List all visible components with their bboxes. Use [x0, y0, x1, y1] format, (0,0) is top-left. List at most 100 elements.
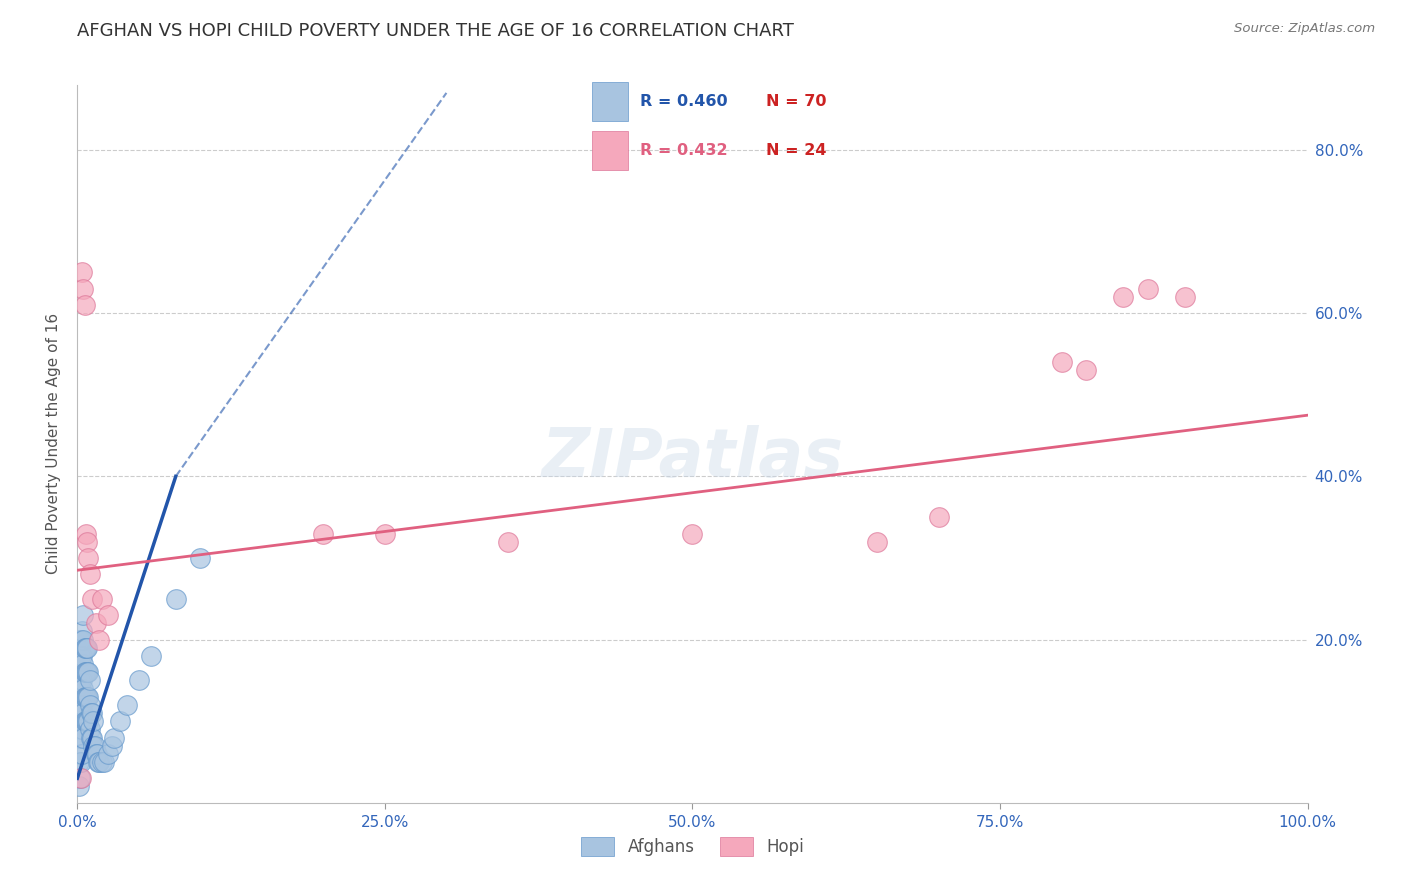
Point [77, 690, 100, 704]
Point [69, 747, 91, 761]
Point [496, 534, 519, 549]
Point [69, 648, 91, 663]
Point [76, 640, 98, 655]
Point [75, 640, 97, 655]
Point [82, 591, 104, 606]
Point [75, 690, 97, 704]
Point [87, 755, 110, 769]
Point [70, 755, 93, 769]
Point [76, 690, 98, 704]
Point [72, 282, 94, 296]
Point [82, 714, 104, 729]
Point [70, 747, 93, 761]
Point [67, 698, 90, 712]
Point [70, 681, 93, 696]
Text: R = 0.432: R = 0.432 [640, 144, 727, 158]
Text: AFGHAN VS HOPI CHILD POVERTY UNDER THE AGE OF 16 CORRELATION CHART: AFGHAN VS HOPI CHILD POVERTY UNDER THE A… [77, 22, 794, 40]
Point [70, 648, 93, 663]
Point [190, 551, 212, 566]
Point [93, 755, 115, 769]
Legend: Afghans, Hopi: Afghans, Hopi [574, 830, 811, 863]
Point [70, 772, 93, 786]
Point [69, 723, 91, 737]
Point [75, 526, 97, 541]
Point [67, 714, 90, 729]
Point [67, 731, 90, 745]
Point [1076, 363, 1098, 377]
Y-axis label: Child Poverty Under the Age of 16: Child Poverty Under the Age of 16 [46, 313, 62, 574]
Point [374, 526, 396, 541]
Text: Source: ZipAtlas.com: Source: ZipAtlas.com [1234, 22, 1375, 36]
Point [82, 706, 104, 720]
Point [69, 698, 91, 712]
Point [1174, 290, 1197, 304]
Point [80, 706, 103, 720]
Point [70, 706, 93, 720]
Point [73, 690, 96, 704]
Point [79, 723, 101, 737]
Point [128, 673, 150, 688]
Point [84, 616, 107, 631]
Point [79, 567, 101, 582]
Text: R = 0.460: R = 0.460 [640, 94, 727, 109]
Point [70, 657, 93, 671]
Point [76, 665, 98, 680]
Point [70, 632, 93, 647]
Point [70, 698, 93, 712]
Point [77, 665, 100, 680]
Point [80, 731, 103, 745]
Point [89, 755, 111, 769]
Point [90, 591, 114, 606]
Point [312, 526, 335, 541]
Point [72, 608, 94, 623]
FancyBboxPatch shape [592, 131, 628, 170]
Point [67, 755, 90, 769]
Point [79, 673, 101, 688]
Point [70, 624, 93, 639]
Point [84, 747, 107, 761]
Point [866, 534, 889, 549]
Point [77, 714, 100, 729]
Point [72, 731, 94, 745]
Point [69, 673, 91, 688]
Point [141, 648, 163, 663]
Point [72, 632, 94, 647]
Point [79, 698, 101, 712]
Point [75, 714, 97, 729]
Point [76, 714, 98, 729]
Point [83, 739, 105, 753]
Point [69, 632, 91, 647]
Text: N = 70: N = 70 [766, 94, 827, 109]
Point [76, 534, 98, 549]
Point [70, 723, 93, 737]
Point [82, 739, 104, 753]
Point [90, 755, 114, 769]
Point [1112, 290, 1135, 304]
Point [110, 714, 132, 729]
Point [101, 739, 124, 753]
Point [73, 298, 96, 312]
FancyBboxPatch shape [592, 82, 628, 121]
Point [1050, 355, 1073, 369]
Point [165, 591, 187, 606]
Point [67, 780, 90, 794]
Point [72, 681, 94, 696]
Point [89, 632, 111, 647]
Point [69, 772, 91, 786]
Point [928, 510, 950, 524]
Point [115, 698, 138, 712]
Point [1136, 282, 1159, 296]
Text: ZIPatlas: ZIPatlas [541, 425, 844, 491]
Point [97, 747, 120, 761]
Point [682, 526, 704, 541]
Point [82, 731, 104, 745]
Point [72, 657, 94, 671]
Point [72, 706, 94, 720]
Point [77, 551, 100, 566]
Point [73, 640, 96, 655]
Point [103, 731, 125, 745]
Point [86, 747, 108, 761]
Point [73, 665, 96, 680]
Point [70, 673, 93, 688]
Point [73, 714, 96, 729]
